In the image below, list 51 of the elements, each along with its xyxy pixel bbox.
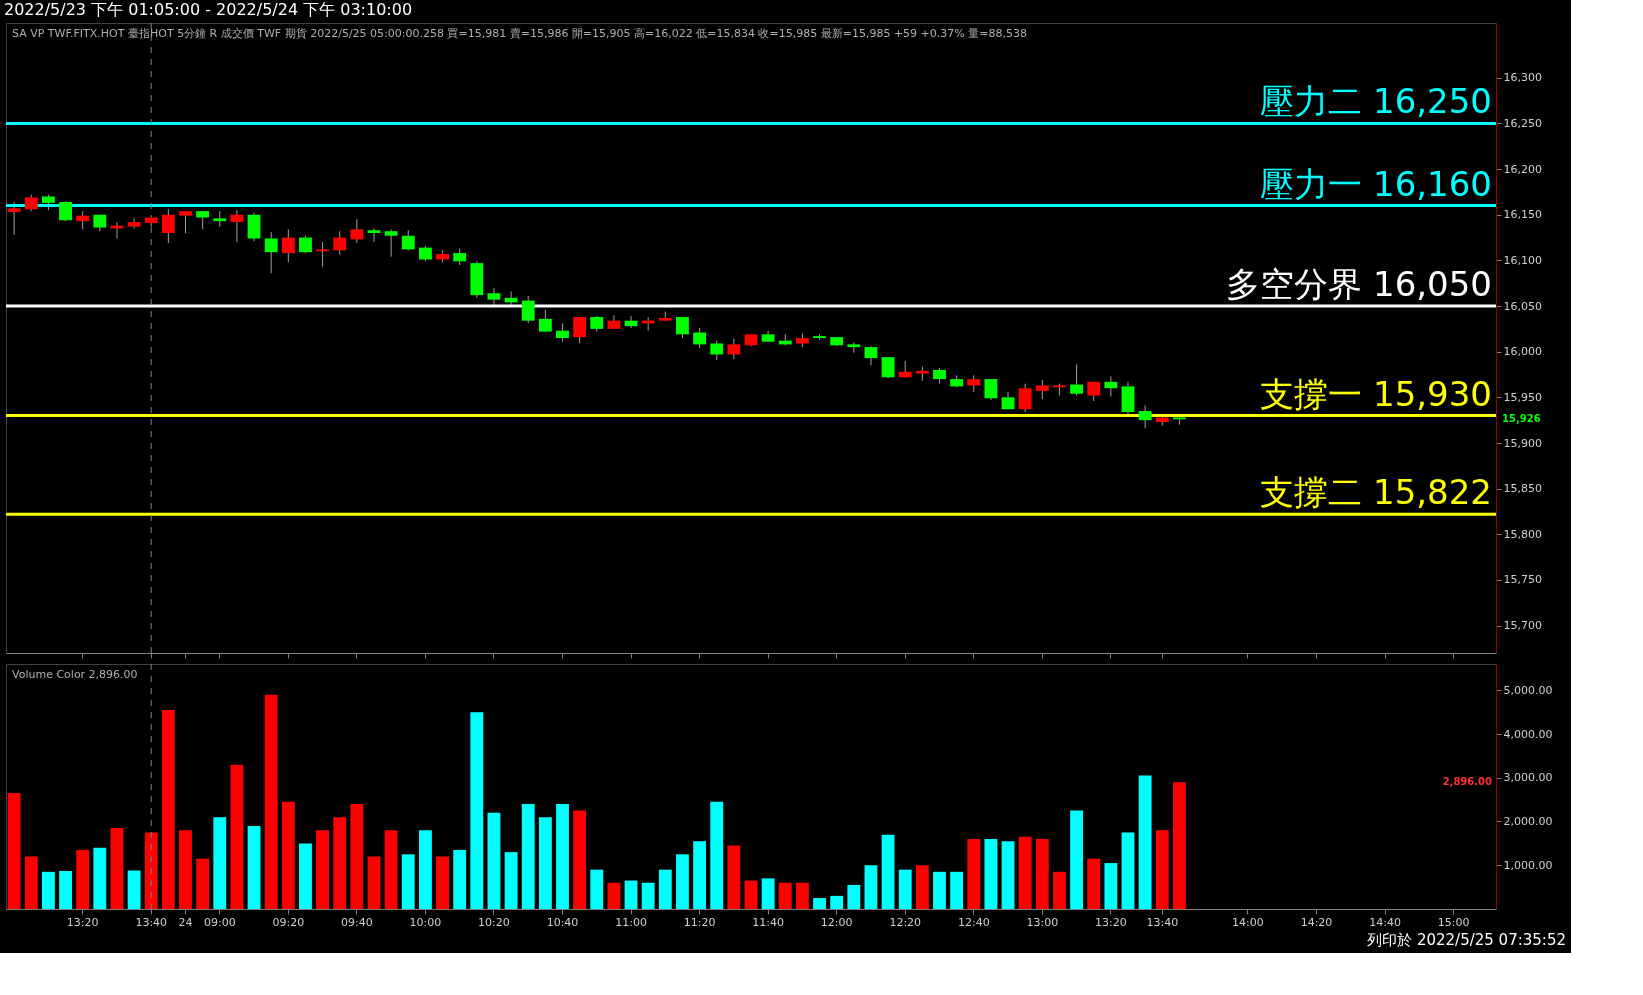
y-tick-label: 16,200 [1503, 162, 1542, 176]
y-tick-label: 15,900 [1503, 436, 1542, 450]
x-tick-label: 10:40 [546, 915, 579, 929]
y-tick-label: 4,000.00 [1503, 727, 1553, 741]
ref-line-label: 支撐一 15,930 [1260, 373, 1492, 414]
x-tick-label: 14:00 [1232, 915, 1264, 929]
x-tick-label: 09:40 [341, 915, 373, 929]
x-tick-label: 10:00 [409, 915, 442, 929]
y-tick-label: 16,050 [1503, 299, 1542, 313]
y-tick-label: 2,000.00 [1503, 815, 1553, 828]
y-tick-label: 16,300 [1503, 71, 1542, 85]
x-tick-label: 13:20 [66, 915, 99, 929]
text: 15,926 [1502, 413, 1541, 425]
chart-title: 2022/5/23 下午 01:05:00 - 2022/5/24 下午 03:10:00 [4, 0, 413, 19]
y-tick-label: 3,000.00 [1503, 771, 1553, 785]
y-tick-label: 5,000.00 [1503, 683, 1553, 697]
x-tick-label: 11:20 [683, 915, 716, 929]
annotation: Volume Color 2,896.00 [12, 668, 138, 681]
x-tick-label: 13:40 [1146, 915, 1179, 929]
y-tick-label: 15,700 [1503, 619, 1542, 633]
y-tick-label: 16,000 [1503, 345, 1542, 359]
x-tick-label: 13:20 [1095, 915, 1127, 929]
y-tick-label: 16,250 [1503, 116, 1542, 130]
x-tick-label: 13:00 [1026, 915, 1059, 929]
x-tick-label: 12:00 [820, 915, 853, 929]
y-tick-label: 15,750 [1503, 573, 1542, 587]
x-tick-label: 12:20 [889, 915, 922, 929]
y-tick-label: 16,150 [1503, 208, 1542, 222]
x-tick-label: 11:40 [752, 915, 784, 929]
x-tick-label: 12:40 [957, 915, 990, 929]
y-tick-label: 15,800 [1503, 527, 1542, 541]
x-tick-label: 09:00 [203, 915, 236, 929]
annotation: SA VP TWF.FITX.HOT 臺指HOT 5分鐘 R 成交價 TWF 期貨 2022/5/25 05:00:00.258 買=15,981 賣=15,986 開=15,905 高=16,022 低=15,834 收=15,985 最新=15,985 +59 +0.37% 量=88,538 [12, 27, 1027, 40]
x-tick-label: 11:00 [615, 915, 647, 929]
ref-line-label: 壓力二 16,250 [1260, 81, 1492, 122]
ref-line-label: 壓力一 16,160 [1260, 163, 1492, 204]
x-tick-label: 09:20 [272, 915, 305, 929]
y-tick-label: 15,950 [1503, 390, 1542, 404]
x-tick-label: 14:40 [1369, 915, 1401, 929]
annotation: 2,896.00 [1442, 776, 1493, 788]
y-tick-label: 15,850 [1503, 482, 1542, 496]
y-tick-label: 1,000.00 [1503, 858, 1553, 872]
ref-line-label: 支撐二 15,822 [1260, 472, 1492, 513]
x-tick-label: 13:40 [135, 915, 168, 929]
x-tick-label: 15:00 [1437, 915, 1470, 929]
text: 列印於 2022/5/25 07:35:52 [1367, 931, 1566, 949]
x-tick-label: 14:20 [1300, 915, 1333, 929]
x-tick-label: 24 [178, 915, 193, 929]
y-tick-label: 16,100 [1503, 253, 1542, 267]
ref-line-label: 多空分界 16,050 [1226, 264, 1492, 305]
x-tick-label: 10:20 [478, 915, 510, 929]
